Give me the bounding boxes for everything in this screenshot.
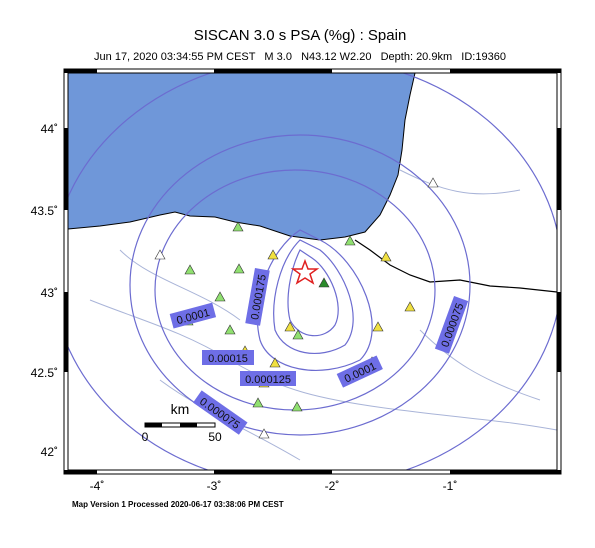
contour-label: 0.000125 xyxy=(245,374,291,386)
sea xyxy=(68,73,416,241)
contour-label: 0.00015 xyxy=(208,353,248,365)
scale-unit: km xyxy=(171,401,190,417)
scale-end: 50 xyxy=(208,430,222,444)
lon-label: -2˚ xyxy=(325,479,340,493)
scale-bar: km 0 50 xyxy=(142,401,222,444)
border xyxy=(354,239,557,293)
map-content: 0.0001 0.000175 0.00015 0.000125 0.0001 … xyxy=(68,73,557,470)
lat-label: 44˚ xyxy=(41,122,58,136)
lat-label: 42.5˚ xyxy=(31,366,58,380)
lon-labels: -4˚ -3˚ -2˚ -1˚ xyxy=(90,479,458,493)
footer: Map Version 1 Processed 2020-06-17 03:38… xyxy=(72,500,284,509)
lon-label: -1˚ xyxy=(443,479,458,493)
map-frame xyxy=(63,68,562,475)
lat-label: 43.5˚ xyxy=(31,204,58,218)
contours xyxy=(68,73,557,470)
map-title: SISCAN 3.0 s PSA (%g) : Spain xyxy=(194,27,407,44)
lon-label: -3˚ xyxy=(207,479,222,493)
map-subtitle: Jun 17, 2020 03:34:55 PM CEST M 3.0 N43.… xyxy=(94,51,506,63)
scale-start: 0 xyxy=(142,430,149,444)
lon-label: -4˚ xyxy=(90,479,105,493)
lat-labels: 44˚ 43.5˚ 43˚ 42.5˚ 42˚ xyxy=(31,122,58,459)
lat-label: 43˚ xyxy=(41,286,58,300)
lat-label: 42˚ xyxy=(41,445,58,459)
epicenter xyxy=(290,258,320,285)
